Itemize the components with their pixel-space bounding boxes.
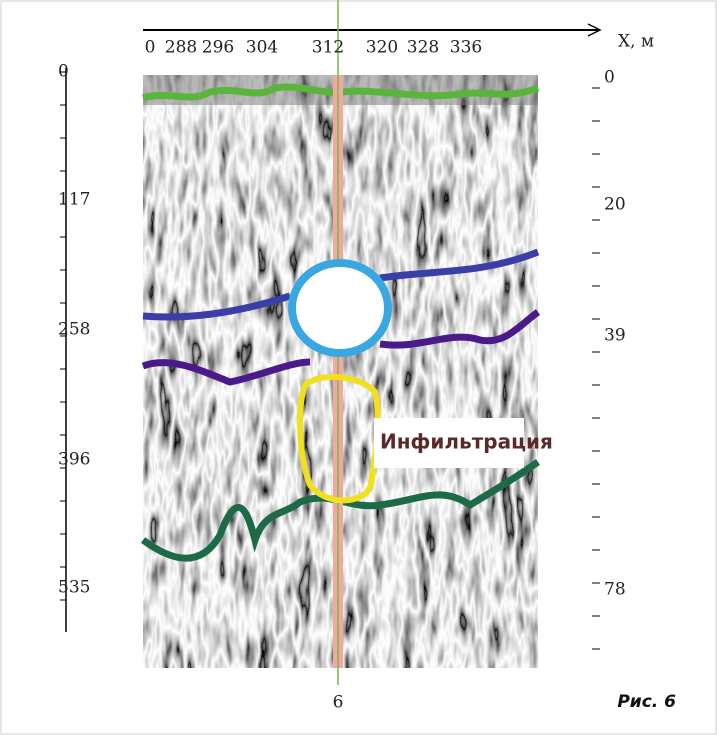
x-tick-label: 304	[246, 38, 278, 58]
left-tick-label: 258	[58, 320, 90, 340]
layer-blue	[142, 248, 540, 321]
caption: Рис. 6	[617, 692, 676, 712]
right-tick-label: 20	[604, 195, 626, 215]
x-tick-label: 312	[312, 38, 344, 58]
right-tick-label: 39	[604, 326, 626, 346]
x-tick-label: 0	[145, 38, 156, 58]
left-tick-label: 535	[58, 578, 90, 598]
x-tick-label: 320	[366, 38, 398, 58]
x-axis-arrow	[587, 23, 602, 37]
annotation: Инфильтрация	[380, 430, 553, 454]
layer-purple	[141, 309, 541, 386]
profile-marker: 6	[333, 693, 344, 713]
layer-surface	[142, 83, 540, 102]
x-axis-unit: X, м	[618, 32, 654, 52]
x-tick-label: 336	[450, 38, 482, 58]
infiltration-zone	[297, 373, 381, 504]
x-tick-label: 296	[202, 38, 234, 58]
right-tick-label: 78	[604, 580, 626, 600]
x-tick-label: 288	[165, 38, 197, 58]
cavity	[288, 259, 392, 357]
right-tick-label: 0	[604, 68, 615, 88]
x-tick-label: 328	[407, 38, 439, 58]
left-tick-label: 117	[58, 190, 90, 210]
left-tick-label: 396	[58, 450, 90, 470]
layer-green	[140, 459, 540, 562]
annotation-box	[374, 418, 524, 468]
